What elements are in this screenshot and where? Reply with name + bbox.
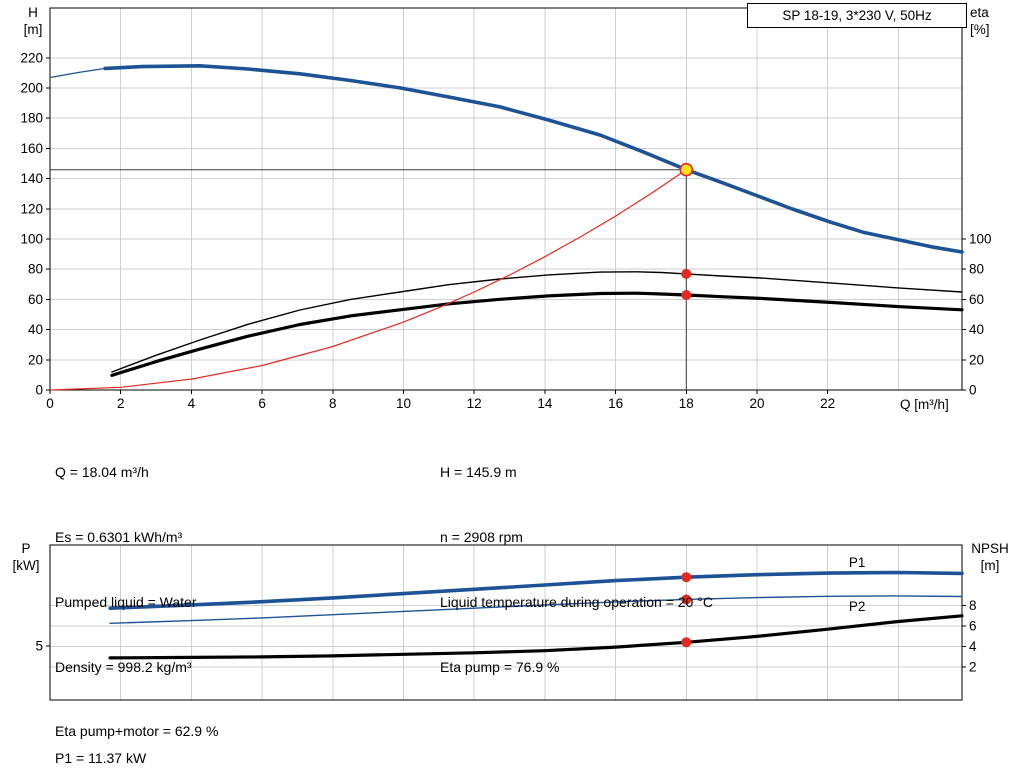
duty-point[interactable]	[679, 162, 694, 177]
svg-text:140: 140	[20, 171, 43, 186]
eta-axis-unit: [%]	[970, 22, 990, 37]
power-chart: 5 2 4 6 8 P1 P2	[35, 544, 977, 701]
svg-text:80: 80	[28, 262, 43, 277]
h-axis-title: H [m]	[15, 4, 51, 38]
p-axis-symbol: P	[21, 541, 31, 556]
pump-model-label: SP 18-19, 3*230 V, 50Hz	[782, 8, 932, 23]
eta-axis-title: eta [%]	[970, 4, 1006, 38]
eta-axis-symbol: eta	[970, 5, 989, 20]
q-axis-title: Q [m³/h]	[900, 396, 970, 413]
eta-pump-motor-point	[681, 290, 692, 301]
svg-text:2: 2	[117, 396, 125, 411]
readout-q: Q = 18.04 m³/h	[55, 464, 149, 481]
svg-text:5: 5	[35, 638, 43, 653]
pump-curve-lead	[49, 67, 106, 79]
svg-text:4: 4	[969, 639, 977, 654]
svg-text:40: 40	[28, 322, 43, 337]
eta-pump-curve	[111, 271, 963, 373]
readout-pumped-liquid: Pumped liquid = Water	[55, 593, 197, 610]
svg-text:22: 22	[820, 396, 835, 411]
svg-text:80: 80	[969, 262, 984, 277]
readout-liquid-temperature: Liquid temperature during operation = 20…	[440, 593, 713, 610]
hq-chart: 0 2 4 6 8 10 12 14 16 18 20 22020406080100120140160…	[20, 7, 992, 411]
readout-es: Es = 0.6301 kWh/m³	[55, 528, 183, 545]
svg-text:160: 160	[20, 141, 43, 156]
pump-model-box: SP 18-19, 3*230 V, 50Hz	[747, 3, 967, 28]
p2-curve	[109, 595, 963, 624]
h-axis-symbol: H	[28, 5, 38, 20]
duty-readout-right: H = 145.9 m n = 2908 rpm Liquid temperat…	[440, 419, 713, 721]
svg-text:100: 100	[20, 232, 43, 247]
svg-text:20: 20	[749, 396, 764, 411]
pump-curve	[103, 64, 964, 254]
svg-text:8: 8	[969, 598, 977, 613]
npsh-axis-unit: [m]	[980, 558, 1000, 573]
svg-text:18: 18	[679, 396, 694, 411]
eta-pump-point	[681, 268, 692, 279]
svg-text:8: 8	[329, 396, 337, 411]
duty-readout-left: Q = 18.04 m³/h Es = 0.6301 kWh/m³ Pumped…	[55, 419, 218, 781]
svg-text:6: 6	[258, 396, 266, 411]
svg-text:14: 14	[537, 396, 553, 411]
svg-text:6: 6	[969, 619, 977, 634]
svg-text:12: 12	[467, 396, 482, 411]
svg-text:4: 4	[188, 396, 196, 411]
svg-text:20: 20	[28, 352, 43, 367]
readout-h: H = 145.9 m	[440, 464, 517, 481]
h-axis-unit: [m]	[23, 22, 43, 37]
svg-text:60: 60	[969, 292, 984, 307]
svg-text:180: 180	[20, 111, 43, 126]
svg-text:120: 120	[20, 201, 43, 216]
svg-text:16: 16	[608, 396, 623, 411]
svg-text:0: 0	[46, 396, 54, 411]
readout-eta-pump: Eta pump = 76.9 %	[440, 658, 560, 675]
npsh-axis-symbol: NPSH	[971, 541, 1009, 556]
p2-label: P2	[849, 599, 866, 614]
p-axis-unit: [kW]	[12, 558, 40, 573]
npsh-axis-title: NPSH [m]	[962, 540, 1018, 574]
p1-point	[681, 572, 692, 583]
hq-grid	[50, 8, 962, 390]
svg-text:40: 40	[969, 322, 984, 337]
q-axis-label: Q [m³/h]	[900, 397, 949, 412]
svg-text:60: 60	[28, 292, 43, 307]
svg-text:220: 220	[20, 50, 43, 65]
npsh-point	[681, 637, 692, 648]
system-curve	[49, 169, 687, 391]
eta-pump-motor-curve	[110, 291, 964, 377]
power-readout: P1 = 11.37 kW P2 = 9.306 kW NPSH = 4.42 …	[55, 703, 153, 781]
hq-frame	[49, 7, 963, 391]
svg-text:100: 100	[969, 232, 992, 247]
readout-density: Density = 998.2 kg/m³	[55, 658, 192, 675]
p1-curve	[108, 570, 964, 611]
readout-p1: P1 = 11.37 kW	[55, 750, 147, 767]
svg-text:2: 2	[969, 660, 977, 675]
svg-text:200: 200	[20, 81, 43, 96]
p1-label: P1	[849, 555, 866, 570]
hq-ticks: 0 2 4 6 8 10 12 14 16 18 20 22020406080100120140160…	[20, 50, 991, 411]
p2-point	[681, 594, 692, 605]
power-ticks: 5 2 4 6 8	[35, 598, 977, 675]
svg-text:20: 20	[969, 352, 984, 367]
duty-crosshair	[50, 169, 687, 390]
readout-n: n = 2908 rpm	[440, 528, 523, 545]
svg-text:0: 0	[969, 383, 977, 398]
readout-eta-pump-motor: Eta pump+motor = 62.9 %	[55, 723, 219, 740]
svg-text:10: 10	[396, 396, 411, 411]
svg-text:0: 0	[35, 383, 43, 398]
power-frame	[49, 544, 963, 701]
p-axis-title: P [kW]	[8, 540, 44, 574]
npsh-curve	[108, 614, 964, 660]
